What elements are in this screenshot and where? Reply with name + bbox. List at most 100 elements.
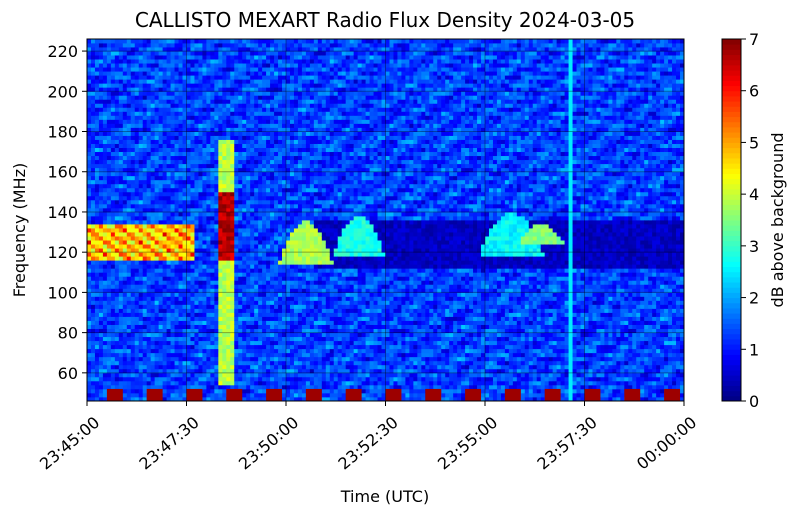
heatmap-cell	[182, 352, 187, 358]
heatmap-cell	[146, 115, 152, 120]
heatmap-cell	[286, 380, 291, 386]
heatmap-cell	[114, 348, 120, 354]
heatmap-cell	[98, 220, 104, 225]
heatmap-cell	[206, 83, 211, 88]
heatmap-cell	[266, 384, 271, 390]
heatmap-cell	[218, 312, 223, 317]
heatmap-cell	[87, 396, 92, 402]
heatmap-cell	[110, 284, 116, 289]
heatmap-cell	[122, 372, 128, 378]
heatmap-cell	[258, 159, 263, 165]
heatmap-cell	[114, 215, 120, 221]
heatmap-cell	[270, 171, 275, 177]
heatmap-cell	[134, 187, 140, 193]
heatmap-cell	[222, 59, 227, 64]
heatmap-cell	[150, 316, 156, 321]
heatmap-cell	[106, 43, 112, 48]
heatmap-cell	[270, 163, 275, 169]
heatmap-cell	[293, 51, 299, 56]
heatmap-cell	[114, 195, 120, 201]
heatmap-cell	[110, 256, 116, 261]
heatmap-cell	[286, 59, 291, 64]
heatmap-cell	[150, 248, 156, 253]
heatmap-cell	[102, 308, 108, 313]
heatmap-cell	[301, 256, 307, 261]
heatmap-cell	[150, 272, 156, 277]
heatmap-cell	[138, 47, 144, 52]
heatmap-cell	[246, 320, 251, 325]
heatmap-cell	[162, 207, 167, 213]
heatmap-cell	[110, 207, 116, 213]
heatmap-cell	[266, 356, 271, 362]
heatmap-cell	[226, 95, 231, 100]
heatmap-cell	[146, 236, 152, 241]
heatmap-cell	[214, 396, 219, 402]
heatmap-cell	[282, 308, 287, 313]
heatmap-cell	[94, 240, 100, 245]
heatmap-cell	[305, 236, 311, 241]
heatmap-cell	[258, 372, 263, 378]
heatmap-cell	[142, 95, 148, 100]
heatmap-cell	[202, 244, 207, 249]
heatmap-cell	[194, 372, 199, 378]
heatmap-cell	[166, 272, 171, 277]
heatmap-cell	[134, 47, 140, 52]
heatmap-cell	[266, 95, 271, 100]
heatmap-cell	[230, 288, 235, 293]
heatmap-cell	[94, 99, 100, 104]
heatmap-cell	[170, 324, 175, 329]
heatmap-cell	[282, 260, 287, 265]
heatmap-cell	[174, 143, 179, 148]
heatmap-cell	[210, 39, 215, 44]
heatmap-cell	[110, 183, 116, 189]
heatmap-cell	[146, 252, 152, 257]
heatmap-cell	[297, 171, 303, 177]
heatmap-cell	[138, 380, 144, 386]
heatmap-cell	[218, 151, 223, 157]
heatmap-cell	[293, 300, 299, 305]
heatmap-cell	[158, 187, 164, 193]
heatmap-cell	[218, 340, 223, 346]
heatmap-cell	[274, 368, 279, 374]
heatmap-cell	[226, 236, 231, 241]
heatmap-cell	[270, 344, 275, 350]
heatmap-cell	[138, 55, 144, 60]
heatmap-cell	[286, 39, 291, 44]
heatmap-cell	[186, 308, 191, 313]
heatmap-cell	[297, 151, 303, 157]
heatmap-cell	[266, 296, 271, 301]
heatmap-cell	[214, 308, 219, 313]
heatmap-cell	[258, 296, 263, 301]
heatmap-cell	[186, 296, 191, 301]
heatmap-cell	[218, 123, 223, 128]
heatmap-cell	[87, 288, 92, 293]
heatmap-cell	[282, 103, 287, 108]
heatmap-cell	[242, 296, 247, 301]
heatmap-cell	[94, 236, 100, 241]
heatmap-cell	[258, 207, 263, 213]
heatmap-cell	[301, 260, 307, 265]
heatmap-cell	[210, 143, 215, 148]
heatmap-cell	[266, 312, 271, 317]
heatmap-cell	[150, 143, 156, 148]
heatmap-cell	[234, 296, 239, 301]
heatmap-cell	[146, 352, 152, 358]
heatmap-cell	[262, 272, 267, 277]
heatmap-cell	[130, 199, 136, 205]
heatmap-cell	[170, 111, 175, 116]
heatmap-cell	[198, 43, 203, 48]
heatmap-cell	[206, 59, 211, 64]
heatmap-cell	[242, 203, 247, 209]
heatmap-cell	[218, 163, 223, 169]
heatmap-cell	[150, 67, 156, 72]
heatmap-cell	[114, 344, 120, 350]
heatmap-cell	[166, 256, 171, 261]
heatmap-cell	[254, 203, 259, 209]
heatmap-cell	[202, 171, 207, 177]
heatmap-cell	[194, 292, 199, 297]
heatmap-cell	[126, 43, 132, 48]
heatmap-cell	[142, 232, 148, 237]
heatmap-cell	[106, 79, 112, 84]
heatmap-cell	[301, 344, 307, 350]
heatmap-cell	[230, 332, 235, 338]
